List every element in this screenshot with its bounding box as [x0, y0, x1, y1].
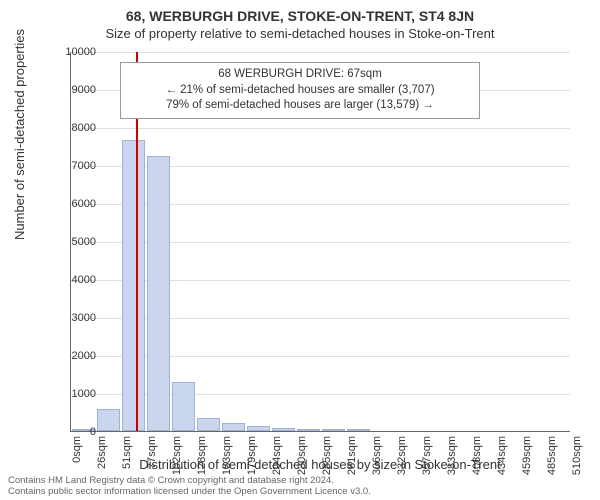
x-axis-label: Distribution of semi-detached houses by …: [70, 457, 570, 472]
marker-info-box: 68 WERBURGH DRIVE: 67sqm ← 21% of semi-d…: [120, 62, 480, 119]
gridline: [71, 128, 570, 129]
gridline: [71, 318, 570, 319]
y-tick-label: 9000: [56, 84, 96, 96]
histogram-bar: [297, 429, 320, 431]
gridline: [71, 242, 570, 243]
histogram-bar: [122, 140, 145, 431]
histogram-bar: [197, 418, 220, 431]
info-line-property: 68 WERBURGH DRIVE: 67sqm: [129, 67, 471, 83]
gridline: [71, 166, 570, 167]
gridline: [71, 204, 570, 205]
histogram-bar: [97, 409, 120, 431]
y-tick-label: 8000: [56, 122, 96, 134]
y-tick-label: 6000: [56, 198, 96, 210]
info-line-larger: 79% of semi-detached houses are larger (…: [129, 98, 471, 114]
y-tick-label: 4000: [56, 274, 96, 286]
y-tick-label: 0: [56, 426, 96, 438]
histogram-bar: [272, 428, 295, 431]
page-subtitle: Size of property relative to semi-detach…: [0, 24, 600, 41]
gridline: [71, 356, 570, 357]
gridline: [71, 52, 570, 53]
page-title: 68, WERBURGH DRIVE, STOKE-ON-TRENT, ST4 …: [0, 0, 600, 24]
histogram-bar: [347, 429, 370, 431]
y-axis-label: Number of semi-detached properties: [12, 29, 27, 240]
histogram-bar: [147, 156, 170, 432]
footer-attribution: Contains HM Land Registry data © Crown c…: [8, 476, 371, 498]
footer-line-2: Contains public sector information licen…: [8, 487, 371, 498]
y-tick-label: 2000: [56, 350, 96, 362]
histogram-bar: [247, 426, 270, 431]
gridline: [71, 280, 570, 281]
info-line-smaller: ← 21% of semi-detached houses are smalle…: [129, 83, 471, 99]
gridline: [71, 394, 570, 395]
y-tick-label: 1000: [56, 388, 96, 400]
histogram-bar: [222, 423, 245, 431]
y-tick-label: 3000: [56, 312, 96, 324]
y-tick-label: 10000: [56, 46, 96, 58]
y-tick-label: 5000: [56, 236, 96, 248]
y-tick-label: 7000: [56, 160, 96, 172]
histogram-bar: [322, 429, 345, 431]
histogram-bar: [172, 382, 195, 431]
